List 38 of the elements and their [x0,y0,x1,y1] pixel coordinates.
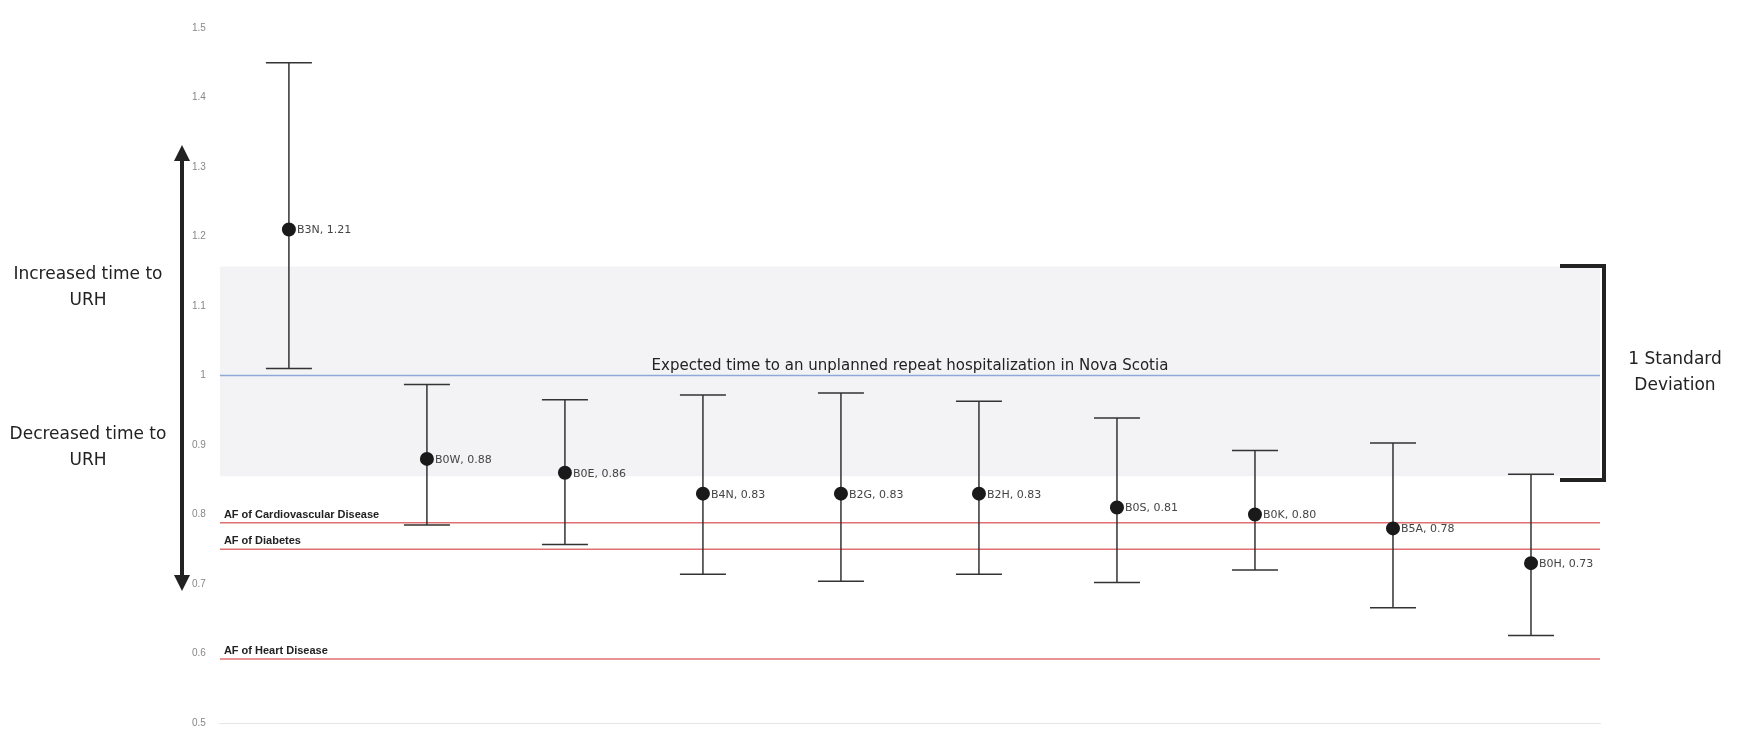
ref-line-label: AF of Heart Disease [223,644,328,657]
point [557,465,572,480]
y-tick-label: 0.5 [192,716,207,728]
y-tick-label: 1 [200,369,207,381]
data-label: B0E, 0.86 [572,466,626,480]
data-label: B3N, 1.21 [296,223,352,237]
point [971,486,986,501]
y-tick-label: 0.6 [192,647,207,659]
point [281,222,296,237]
band-label: 1 Standard Deviation [1627,347,1723,397]
data-label: B4N, 0.83 [710,487,766,501]
point [1247,507,1262,522]
y-tick-label: 0.7 [192,577,207,589]
y-tick-label: 1.1 [192,299,207,311]
ref-line-label: AF of Diabetes [223,534,301,547]
ref-line-label: Expected time to an unplanned repeat hospitalization in Nova Scotia [651,355,1169,374]
point [833,486,848,501]
data-label: B2H, 0.83 [986,487,1042,501]
data-label: B2G, 0.83 [848,487,904,501]
text: Decreased time to URH [8,422,168,471]
data-label: B5A, 0.78 [1400,522,1455,536]
point [419,451,434,466]
y-tick-label: 1.2 [192,230,207,242]
data-label: B0W, 0.88 [434,452,492,466]
data-label: B0H, 0.73 [1539,557,1594,571]
y-tick-label: 0.9 [192,438,207,450]
text: Increased time to URH [12,262,164,311]
y-tick-label: 1.3 [192,160,207,172]
point [1523,556,1538,571]
ref-line-label: AF of Cardiovascular Disease [223,507,380,520]
point [695,486,710,501]
data-label: B0K, 0.80 [1262,508,1317,522]
point [1385,521,1400,536]
y-tick-label: 1.5 [192,21,207,33]
data-label: B0S, 0.81 [1124,501,1178,515]
y-tick-label: 0.8 [192,508,207,520]
point [1109,500,1124,515]
y-tick-label: 1.4 [192,91,207,103]
